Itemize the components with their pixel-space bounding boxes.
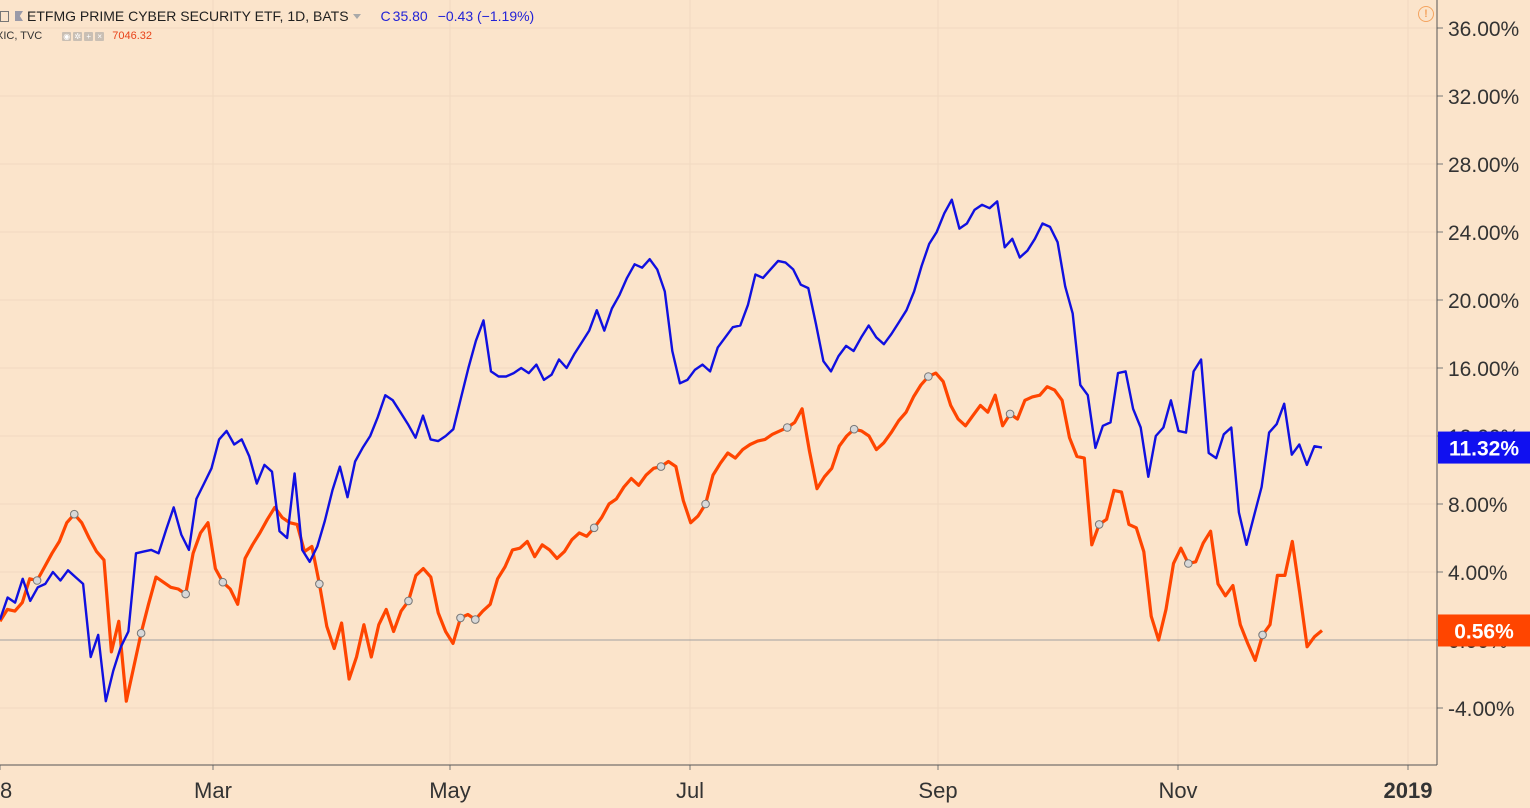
last-value-labels: 11.32% 0.56% xyxy=(1438,431,1530,647)
close-icon[interactable]: × xyxy=(95,31,105,41)
legend-symbol-title: ETFMG PRIME CYBER SECURITY ETF, 1D, BATS xyxy=(27,8,349,24)
legend-main-series[interactable]: ETFMG PRIME CYBER SECURITY ETF, 1D, BATS… xyxy=(0,8,534,24)
collapse-box-icon[interactable] xyxy=(0,10,9,22)
event-marker[interactable] xyxy=(1094,520,1104,529)
add-icon[interactable]: + xyxy=(84,31,94,41)
caret-down-icon[interactable] xyxy=(352,13,361,19)
legend-compare-symbol: XIC, TVC xyxy=(0,30,43,42)
legend-close-value: 35.80 xyxy=(392,8,428,24)
event-marker[interactable] xyxy=(656,462,666,471)
y-tick-label: 32.00% xyxy=(1448,86,1519,109)
legend-series-controls: ◉ ✲ + × xyxy=(62,31,106,41)
x-tick-label: Jul xyxy=(676,778,704,803)
event-marker[interactable] xyxy=(1258,630,1267,640)
last-value-badge xyxy=(1438,614,1530,647)
y-tick-label: -4.00% xyxy=(1448,698,1515,721)
event-marker[interactable] xyxy=(32,576,42,585)
y-tick-label: 36.00% xyxy=(1448,18,1519,41)
event-marker[interactable] xyxy=(181,589,190,599)
flag-icon[interactable] xyxy=(15,11,23,21)
last-value-text: 0.56% xyxy=(1454,620,1514,643)
last-value-badge xyxy=(1438,431,1530,464)
event-marker[interactable] xyxy=(218,577,228,587)
event-marker[interactable] xyxy=(404,596,413,606)
event-marker[interactable] xyxy=(315,579,324,589)
event-marker[interactable] xyxy=(1184,559,1193,568)
legend-change: −0.43 (−1.19%) xyxy=(437,8,535,24)
legend-compare-value: 7046.32 xyxy=(112,30,153,42)
event-marker[interactable] xyxy=(471,615,480,624)
x-tick-label: Sep xyxy=(918,778,957,803)
settings-icon[interactable]: ✲ xyxy=(73,31,83,41)
y-tick-label: 8.00% xyxy=(1448,494,1508,517)
y-tick-label: 16.00% xyxy=(1448,358,1519,381)
last-value-label-2: 0.56% xyxy=(1438,614,1530,647)
y-tick-label: 24.00% xyxy=(1448,222,1519,245)
event-markers xyxy=(32,372,1267,640)
event-marker[interactable] xyxy=(69,509,79,519)
event-marker[interactable] xyxy=(782,423,792,432)
legend-close-label: C xyxy=(380,8,391,24)
y-tick-label: 28.00% xyxy=(1448,154,1519,177)
x-tick-label: Mar xyxy=(194,778,232,803)
x-tick-label: 8 xyxy=(0,778,12,803)
series-line-1[interactable] xyxy=(0,198,1323,703)
last-value-text: 11.32% xyxy=(1449,438,1519,461)
last-value-label-1: 11.32% xyxy=(1438,431,1530,464)
x-tick-label: May xyxy=(429,778,471,803)
x-tick-label: 2019 xyxy=(1384,778,1433,803)
event-marker[interactable] xyxy=(136,628,146,638)
eye-icon[interactable]: ◉ xyxy=(62,31,72,41)
event-marker[interactable] xyxy=(589,523,599,533)
legend-compare-series[interactable]: XIC, TVC ◉ ✲ + × 7046.32 xyxy=(0,28,152,44)
event-marker[interactable] xyxy=(924,372,933,381)
event-marker[interactable] xyxy=(1005,409,1015,419)
event-marker[interactable] xyxy=(849,424,859,434)
event-marker[interactable] xyxy=(456,613,465,623)
event-marker[interactable] xyxy=(701,499,710,509)
x-tick-label: Nov xyxy=(1158,778,1197,803)
y-tick-label: 20.00% xyxy=(1448,290,1519,313)
alert-icon[interactable]: ! xyxy=(1418,6,1434,22)
y-tick-label: 4.00% xyxy=(1448,562,1508,585)
